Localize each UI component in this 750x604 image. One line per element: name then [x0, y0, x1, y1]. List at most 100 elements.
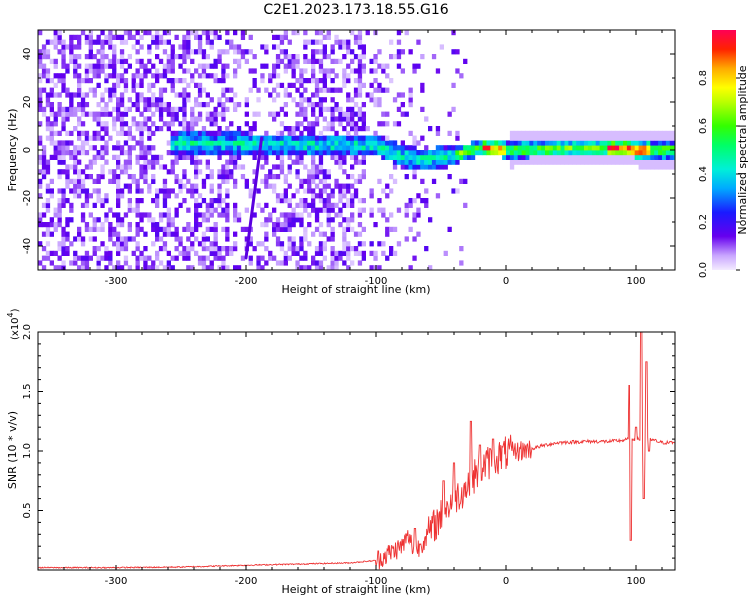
- x-tick-label: 0: [503, 276, 509, 287]
- heatmap-cell: [279, 135, 285, 141]
- heatmap-cell: [396, 92, 402, 98]
- heatmap-cell: [396, 145, 402, 151]
- heatmap-cell: [112, 63, 117, 69]
- snr-x-axis-label: Height of straight line (km): [281, 583, 430, 596]
- heatmap-cell: [322, 49, 327, 55]
- heatmap-cell: [295, 87, 300, 93]
- heatmap-cell: [350, 30, 355, 36]
- heatmap-cell: [77, 106, 82, 112]
- colorbar-label: Normalized spectral amplitude: [736, 65, 749, 234]
- heatmap-cell: [229, 121, 234, 127]
- heatmap-cell: [599, 150, 604, 156]
- heatmap-cell: [41, 106, 47, 112]
- heatmap-cell: [139, 44, 144, 50]
- heatmap-cell: [654, 159, 659, 165]
- heatmap-cell: [260, 150, 265, 156]
- heatmap-cell: [334, 73, 339, 79]
- heatmap-cell: [233, 159, 238, 165]
- heatmap-cell: [525, 150, 530, 156]
- heatmap-cell: [314, 246, 320, 252]
- heatmap-cell: [213, 111, 218, 117]
- heatmap-cell: [73, 159, 78, 165]
- heatmap-cell: [116, 183, 121, 189]
- heatmap-cell: [346, 241, 351, 247]
- heatmap-cell: [96, 260, 101, 266]
- heatmap-cell: [428, 265, 433, 270]
- heatmap-cell: [595, 150, 600, 156]
- heatmap-cell: [201, 49, 207, 55]
- heatmap-cell: [338, 111, 343, 117]
- heatmap-cell: [459, 260, 464, 266]
- heatmap-cell: [272, 207, 277, 213]
- heatmap-cell: [96, 102, 101, 108]
- heatmap-cell: [303, 188, 308, 194]
- heatmap-cell: [221, 87, 226, 93]
- heatmap-cell: [334, 140, 339, 146]
- heatmap-cell: [135, 92, 140, 98]
- heatmap-cell: [217, 212, 222, 218]
- heatmap-cell: [560, 135, 565, 141]
- heatmap-cell: [77, 78, 82, 84]
- heatmap-cell: [100, 30, 105, 36]
- heatmap-cell: [178, 150, 183, 156]
- heatmap-cell: [275, 241, 281, 247]
- heatmap-cell: [665, 145, 671, 151]
- heatmap-cell: [139, 82, 144, 88]
- heatmap-cell: [311, 121, 316, 127]
- heatmap-cell: [295, 126, 300, 132]
- heatmap-cell: [357, 54, 363, 60]
- heatmap-cell: [322, 54, 327, 60]
- heatmap-cell: [322, 145, 327, 151]
- heatmap-cell: [217, 154, 222, 160]
- heatmap-cell: [61, 73, 66, 79]
- heatmap-cell: [53, 140, 58, 146]
- heatmap-cell: [127, 130, 132, 136]
- heatmap-cell: [166, 265, 171, 270]
- heatmap-cell: [139, 135, 144, 141]
- heatmap-cell: [318, 164, 324, 170]
- heatmap-cell: [346, 217, 351, 223]
- heatmap-cell: [240, 164, 246, 170]
- heatmap-cell: [334, 34, 339, 40]
- heatmap-cell: [357, 260, 363, 266]
- heatmap-cell: [314, 135, 320, 141]
- heatmap-cell: [116, 164, 121, 170]
- heatmap-cell: [61, 63, 66, 69]
- heatmap-cell: [170, 44, 175, 50]
- heatmap-cell: [209, 121, 214, 127]
- heatmap-cell: [623, 150, 628, 156]
- heatmap-cell: [268, 250, 273, 256]
- heatmap-cell: [506, 154, 511, 160]
- heatmap-cell: [279, 212, 285, 218]
- heatmap-cell: [412, 154, 417, 160]
- heatmap-cell: [381, 212, 386, 218]
- heatmap-cell: [217, 126, 222, 132]
- heatmap-cell: [342, 135, 347, 141]
- heatmap-cell: [96, 154, 101, 160]
- heatmap-cell: [209, 183, 214, 189]
- heatmap-cell: [84, 174, 90, 180]
- heatmap-cell: [217, 183, 222, 189]
- heatmap-cell: [342, 202, 347, 208]
- heatmap-cell: [260, 265, 265, 270]
- heatmap-cell: [275, 226, 281, 232]
- heatmap-cell: [162, 102, 168, 108]
- heatmap-cell: [84, 130, 90, 136]
- heatmap-cell: [318, 265, 324, 270]
- heatmap-cell: [65, 44, 70, 50]
- heatmap-cell: [385, 87, 390, 93]
- heatmap-cell: [303, 68, 308, 74]
- heatmap-cell: [272, 97, 277, 103]
- heatmap-cell: [190, 226, 195, 232]
- heatmap-x-axis-label: Height of straight line (km): [281, 283, 430, 296]
- heatmap-cell: [381, 140, 386, 146]
- heatmap-cell: [240, 135, 246, 141]
- heatmap-cell: [217, 54, 222, 60]
- heatmap-cell: [361, 250, 366, 256]
- heatmap-cell: [213, 121, 218, 127]
- heatmap-cell: [84, 150, 90, 156]
- heatmap-cell: [201, 150, 207, 156]
- heatmap-cell: [455, 135, 460, 141]
- heatmap-cell: [127, 97, 132, 103]
- heatmap-cell: [53, 116, 58, 122]
